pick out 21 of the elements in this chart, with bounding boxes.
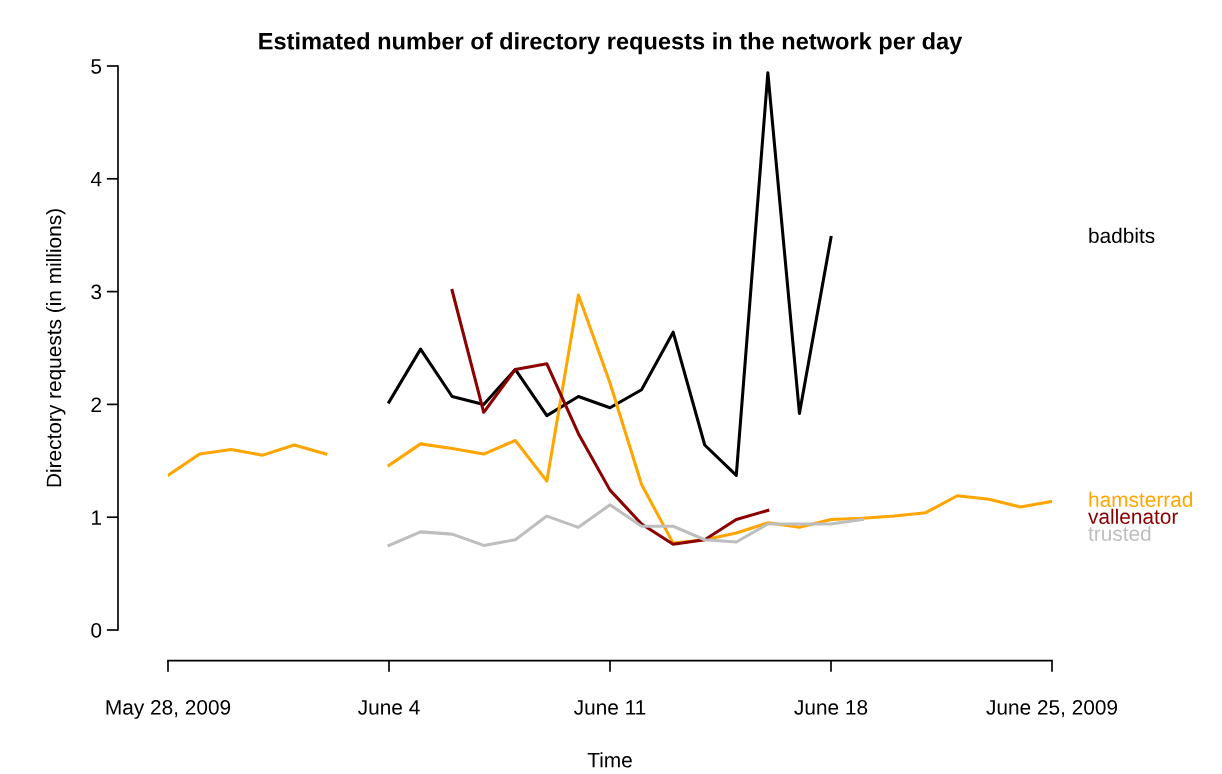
y-tick-label: 4 — [90, 172, 102, 187]
y-axis-title: Directory requests (in millions) — [46, 209, 66, 487]
x-tick-label: June 18 — [794, 699, 868, 715]
y-tick-label: 1 — [92, 510, 102, 525]
text: badbits — [1089, 227, 1155, 244]
line-series — [450, 288, 770, 546]
text: vallenator — [1088, 508, 1178, 524]
text: trusted — [1088, 525, 1151, 541]
line-series — [387, 71, 833, 477]
x-tick-label: June 4 — [358, 700, 420, 715]
x-tick-label: June 11 — [574, 700, 646, 715]
x-tick-label: June 25, 2009 — [986, 699, 1118, 718]
line-series — [387, 503, 865, 547]
y-tick-label: 3 — [91, 284, 102, 300]
y-tick-label: 5 — [91, 59, 102, 74]
x-axis-title: Time — [587, 752, 632, 768]
y-tick-label: 0 — [91, 623, 102, 638]
chart-title: Estimated number of directory requests in the network per day — [259, 32, 963, 55]
series-label: hamsterrad — [1089, 491, 1193, 507]
x-tick-label: May 28, 2009 — [106, 699, 231, 719]
y-tick-label: 2 — [91, 397, 101, 412]
